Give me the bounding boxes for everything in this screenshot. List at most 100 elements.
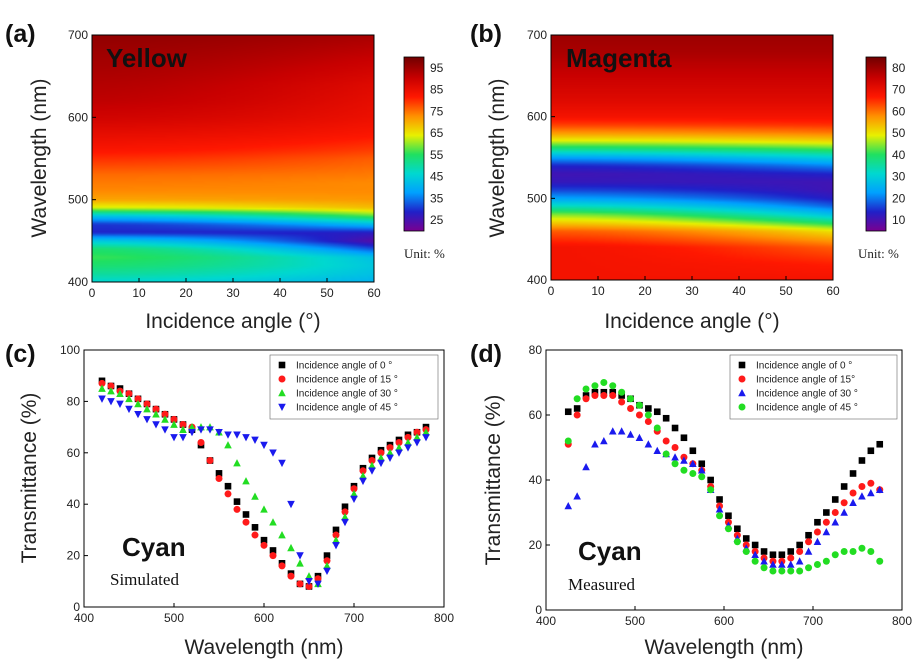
- data-point: [395, 439, 403, 447]
- data-point: [152, 410, 160, 418]
- data-point: [215, 428, 223, 437]
- plot-d-x-label: Wavelength (nm): [644, 636, 803, 659]
- x-tick-label: 400: [74, 611, 94, 625]
- data-point: [875, 485, 884, 494]
- data-point: [760, 557, 768, 565]
- y-tick-label: 40: [529, 473, 543, 487]
- y-tick-label: 600: [68, 110, 88, 124]
- data-point: [573, 492, 581, 500]
- data-point: [161, 410, 169, 418]
- colorbar-tick-label: 25: [430, 213, 444, 227]
- data-point: [260, 536, 268, 544]
- legend-item: Incidence angle of 30 °: [278, 389, 398, 400]
- data-point: [635, 433, 644, 442]
- y-tick-label: 700: [527, 28, 547, 42]
- x-tick-label: 600: [714, 614, 734, 628]
- colorbar-a-ticks: 95 85 75 65 55 45 35 25: [430, 61, 444, 227]
- data-point: [179, 425, 187, 433]
- data-point: [143, 416, 151, 424]
- plot-d-y-ticks: 0 20 40 60 80: [529, 343, 550, 617]
- data-point: [278, 562, 286, 570]
- data-point: [368, 457, 376, 465]
- data-point: [377, 453, 385, 462]
- data-point: [278, 459, 286, 468]
- data-point: [822, 518, 830, 526]
- heatmap-b-y-ticks: 400 500 600 700: [527, 28, 555, 287]
- data-point: [305, 578, 313, 586]
- data-point: [840, 483, 848, 490]
- data-point: [278, 531, 286, 539]
- data-point: [618, 388, 626, 396]
- x-tick-label: 30: [685, 284, 699, 298]
- data-point: [323, 557, 331, 565]
- legend-marker: [278, 389, 286, 397]
- series-2: [98, 379, 430, 590]
- data-point: [269, 518, 277, 526]
- data-point: [626, 430, 635, 438]
- data-point: [689, 470, 697, 477]
- data-point: [662, 450, 670, 458]
- data-point: [609, 382, 617, 390]
- data-point: [224, 490, 232, 498]
- legend-item: Incidence angle of 15 °: [278, 375, 398, 386]
- legend-label: Incidence angle of 30 °: [756, 389, 858, 400]
- data-point: [215, 470, 223, 477]
- colorbar-tick-label: 95: [430, 61, 444, 75]
- panel-c-scatter: (c) 0 20 40 60 80 100 400 500 600 700 800 Inciden…: [5, 340, 454, 659]
- colorbar-tick-label: 60: [892, 104, 906, 118]
- data-point: [98, 395, 106, 403]
- data-point: [831, 551, 839, 559]
- data-point: [269, 547, 277, 554]
- data-point: [233, 459, 241, 467]
- colorbar-tick-label: 45: [430, 170, 444, 184]
- data-point: [858, 492, 866, 500]
- legend-marker: [738, 389, 746, 397]
- data-point: [831, 496, 839, 503]
- legend-marker: [278, 375, 286, 383]
- plot-c-legend: Incidence angle of 0 ° Incidence angle of…: [269, 354, 439, 420]
- legend-label: Incidence angle of 0 °: [296, 361, 392, 372]
- panel-a-label: (a): [5, 20, 36, 48]
- data-point: [143, 400, 151, 408]
- colorbar-a-unit: Unit: %: [404, 246, 445, 261]
- colorbar-tick-label: 80: [892, 61, 906, 75]
- plot-c-x-ticks: 400 500 600 700 800: [74, 603, 454, 625]
- data-point: [332, 536, 340, 544]
- plot-c-cyan-label: Cyan: [122, 532, 186, 562]
- data-point: [341, 503, 349, 511]
- data-point: [876, 557, 884, 565]
- data-point: [796, 567, 804, 575]
- data-point: [413, 428, 421, 436]
- colorbar-a-gradient: [403, 56, 425, 232]
- panel-d-scatter: (d) 0 20 40 60 80 400 500 600 700 800 Incidence …: [470, 340, 912, 659]
- data-point: [653, 424, 661, 432]
- data-point: [359, 477, 367, 486]
- x-tick-label: 800: [892, 614, 912, 628]
- data-point: [635, 411, 643, 419]
- legend-label: Incidence angle of 15°: [756, 375, 855, 386]
- y-tick-label: 400: [68, 275, 88, 289]
- data-point: [116, 400, 124, 408]
- data-point: [867, 479, 875, 487]
- data-point: [769, 560, 777, 568]
- data-point: [332, 531, 340, 539]
- data-point: [134, 410, 142, 419]
- data-point: [849, 470, 857, 477]
- x-tick-label: 500: [625, 614, 645, 628]
- legend-item: Incidence angle of 0 °: [738, 361, 852, 372]
- x-tick-label: 0: [89, 286, 96, 300]
- data-point: [769, 567, 777, 575]
- data-point: [653, 446, 662, 455]
- data-point: [635, 401, 643, 409]
- data-point: [287, 572, 295, 580]
- data-point: [143, 405, 151, 413]
- y-tick-label: 500: [68, 193, 88, 207]
- data-point: [591, 382, 599, 390]
- plot-c-y-ticks: 0 20 40 60 80 100: [60, 343, 88, 614]
- data-point: [644, 418, 652, 425]
- data-point: [680, 466, 688, 474]
- x-tick-label: 40: [732, 284, 746, 298]
- data-point: [707, 476, 714, 484]
- data-point: [251, 531, 259, 539]
- plot-d-x-ticks: 400 500 600 700 800: [536, 606, 912, 628]
